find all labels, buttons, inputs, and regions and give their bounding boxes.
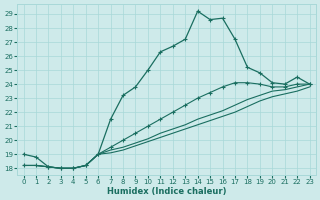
X-axis label: Humidex (Indice chaleur): Humidex (Indice chaleur) [107, 187, 226, 196]
